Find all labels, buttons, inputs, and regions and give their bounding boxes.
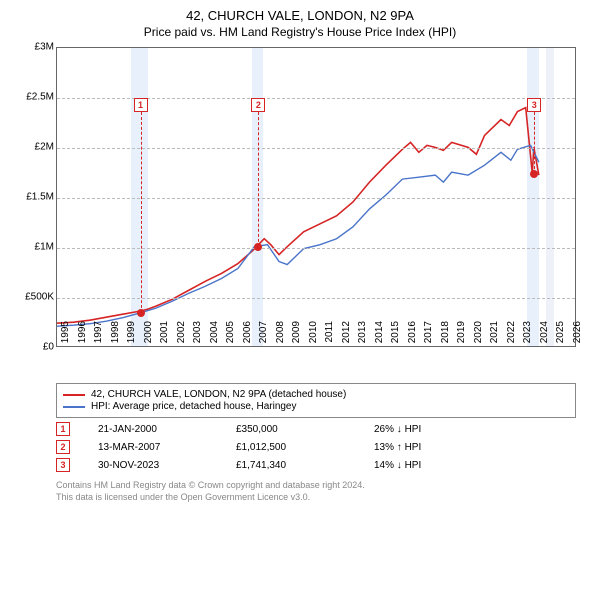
x-axis-label: 2018 <box>440 321 451 351</box>
event-marker-dot <box>254 243 262 251</box>
series-line-property <box>57 108 539 324</box>
x-axis-label: 2005 <box>225 321 236 351</box>
x-axis-label: 2012 <box>341 321 352 351</box>
x-axis-label: 2002 <box>176 321 187 351</box>
y-axis-label: £2M <box>16 142 54 153</box>
legend-box: 42, CHURCH VALE, LONDON, N2 9PA (detache… <box>56 383 576 418</box>
x-axis-label: 2016 <box>407 321 418 351</box>
x-axis-label: 2022 <box>506 321 517 351</box>
x-axis-label: 2023 <box>522 321 533 351</box>
event-price: £1,741,340 <box>236 460 346 471</box>
x-axis-label: 2008 <box>275 321 286 351</box>
event-marker-line <box>534 112 535 174</box>
x-axis-label: 2010 <box>308 321 319 351</box>
legend-swatch <box>63 394 85 396</box>
x-axis-label: 1995 <box>60 321 71 351</box>
event-marker-line <box>141 112 142 313</box>
event-row: 1 21-JAN-2000 £350,000 26% ↓ HPI <box>56 422 576 436</box>
x-axis-label: 2025 <box>555 321 566 351</box>
event-delta: 14% ↓ HPI <box>374 460 484 471</box>
x-axis-label: 2020 <box>473 321 484 351</box>
legend-label: HPI: Average price, detached house, Hari… <box>91 401 297 412</box>
event-marker-flag: 3 <box>527 98 541 112</box>
event-date: 13-MAR-2007 <box>98 442 208 453</box>
footer-line: Contains HM Land Registry data © Crown c… <box>56 480 576 492</box>
legend-swatch <box>63 406 85 408</box>
event-price: £1,012,500 <box>236 442 346 453</box>
x-axis-label: 2004 <box>209 321 220 351</box>
x-axis-label: 1997 <box>93 321 104 351</box>
event-price: £350,000 <box>236 424 346 435</box>
legend-row: HPI: Average price, detached house, Hari… <box>63 401 569 412</box>
event-date: 21-JAN-2000 <box>98 424 208 435</box>
y-axis-label: £2.5M <box>16 92 54 103</box>
chart-area: 123 £0£500K£1M£1.5M£2M£2.5M£3M1995199619… <box>16 47 586 377</box>
x-axis-label: 2026 <box>572 321 583 351</box>
x-axis-label: 2019 <box>456 321 467 351</box>
y-axis-label: £1.5M <box>16 192 54 203</box>
chart-plot: 1 2 3 <box>56 47 576 347</box>
event-row: 2 13-MAR-2007 £1,012,500 13% ↑ HPI <box>56 440 576 454</box>
footer-line: This data is licensed under the Open Gov… <box>56 492 576 504</box>
x-axis-label: 2021 <box>489 321 500 351</box>
x-axis-label: 2000 <box>143 321 154 351</box>
x-axis-label: 2014 <box>374 321 385 351</box>
x-axis-label: 1996 <box>77 321 88 351</box>
chart-title: 42, CHURCH VALE, LONDON, N2 9PA <box>10 8 590 23</box>
event-marker-dot <box>530 170 538 178</box>
series-line-hpi <box>57 145 539 326</box>
event-delta: 13% ↑ HPI <box>374 442 484 453</box>
y-axis-label: £1M <box>16 242 54 253</box>
x-axis-label: 1998 <box>110 321 121 351</box>
y-axis-label: £0 <box>16 342 54 353</box>
event-index-box: 3 <box>56 458 70 472</box>
event-marker-line <box>258 112 259 247</box>
event-marker-dot <box>137 309 145 317</box>
x-axis-label: 2006 <box>242 321 253 351</box>
event-index-box: 2 <box>56 440 70 454</box>
x-axis-label: 2017 <box>423 321 434 351</box>
event-delta: 26% ↓ HPI <box>374 424 484 435</box>
legend-row: 42, CHURCH VALE, LONDON, N2 9PA (detache… <box>63 389 569 400</box>
gridline <box>57 198 575 199</box>
x-axis-label: 2003 <box>192 321 203 351</box>
gridline <box>57 148 575 149</box>
x-axis-label: 1999 <box>126 321 137 351</box>
event-marker-flag: 1 <box>134 98 148 112</box>
x-axis-label: 2013 <box>357 321 368 351</box>
gridline <box>57 248 575 249</box>
x-axis-label: 2001 <box>159 321 170 351</box>
x-axis-label: 2007 <box>258 321 269 351</box>
x-axis-label: 2015 <box>390 321 401 351</box>
event-marker-flag: 2 <box>251 98 265 112</box>
x-axis-label: 2024 <box>539 321 550 351</box>
legend-label: 42, CHURCH VALE, LONDON, N2 9PA (detache… <box>91 389 346 400</box>
event-table: 1 21-JAN-2000 £350,000 26% ↓ HPI 2 13-MAR-200… <box>56 422 576 472</box>
event-index-box: 1 <box>56 422 70 436</box>
x-axis-label: 2009 <box>291 321 302 351</box>
footer-attribution: Contains HM Land Registry data © Crown c… <box>56 480 576 503</box>
y-axis-label: £500K <box>16 292 54 303</box>
event-row: 3 30-NOV-2023 £1,741,340 14% ↓ HPI <box>56 458 576 472</box>
chart-subtitle: Price paid vs. HM Land Registry's House … <box>10 25 590 39</box>
x-axis-label: 2011 <box>324 321 335 351</box>
gridline <box>57 298 575 299</box>
event-date: 30-NOV-2023 <box>98 460 208 471</box>
chart-lines-svg <box>57 48 575 346</box>
y-axis-label: £3M <box>16 42 54 53</box>
